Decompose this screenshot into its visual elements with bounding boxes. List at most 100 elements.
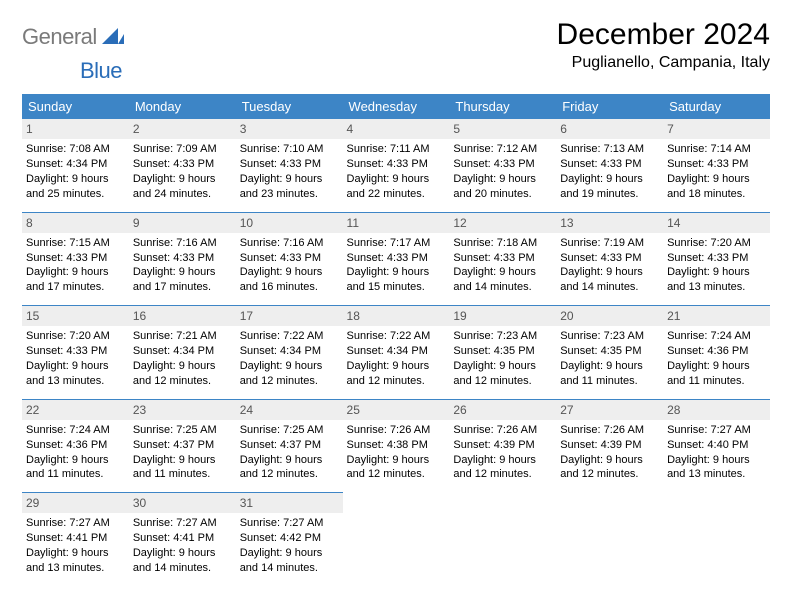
calendar-day: 22Sunrise: 7:24 AMSunset: 4:36 PMDayligh… (22, 399, 129, 493)
sunset-line: Sunset: 4:33 PM (667, 157, 766, 172)
daylight-line: Daylight: 9 hours and 12 minutes. (453, 359, 552, 389)
sunset-line: Sunset: 4:41 PM (133, 531, 232, 546)
sunrise-line: Sunrise: 7:26 AM (453, 423, 552, 438)
daylight-line: Daylight: 9 hours and 15 minutes. (347, 265, 446, 295)
daylight-line: Daylight: 9 hours and 18 minutes. (667, 172, 766, 202)
calendar-day: 29Sunrise: 7:27 AMSunset: 4:41 PMDayligh… (22, 493, 129, 586)
sunset-line: Sunset: 4:41 PM (26, 531, 125, 546)
sunset-line: Sunset: 4:34 PM (26, 157, 125, 172)
daylight-line: Daylight: 9 hours and 12 minutes. (240, 453, 339, 483)
calendar-empty (343, 493, 450, 586)
calendar-week: 1 Sunrise: 7:08 AMSunset: 4:34 PM Daylight… (22, 119, 770, 212)
logo-triangle-icon (102, 26, 124, 49)
sunrise-line: Sunrise: 7:23 AM (453, 329, 552, 344)
daylight-line: Daylight: 9 hours and 22 minutes. (347, 172, 446, 202)
day-number: 28 (663, 400, 770, 420)
day-number: 18 (343, 306, 450, 326)
day-number: 24 (236, 400, 343, 420)
sunrise-line: Sunrise: 7:12 AM (453, 142, 552, 157)
calendar-empty (663, 493, 770, 586)
sunset-line: Sunset: 4:33 PM (240, 251, 339, 266)
day-number: 26 (449, 400, 556, 420)
day-header: Friday (556, 94, 663, 119)
daylight-line: Daylight: 9 hours and 17 minutes. (26, 265, 125, 295)
sunrise-line: Sunrise: 7:27 AM (133, 516, 232, 531)
daylight-line: Daylight: 9 hours and 14 minutes. (560, 265, 659, 295)
calendar-day: 14Sunrise: 7:20 AMSunset: 4:33 PMDayligh… (663, 212, 770, 306)
sunrise-line: Sunrise: 7:26 AM (347, 423, 446, 438)
day-header: Monday (129, 94, 236, 119)
calendar-day: 27Sunrise: 7:26 AMSunset: 4:39 PMDayligh… (556, 399, 663, 493)
sunrise-line: Sunrise: 7:11 AM (347, 142, 446, 157)
calendar-day: 8Sunrise: 7:15 AMSunset: 4:33 PMDaylight… (22, 212, 129, 306)
day-number: 11 (343, 213, 450, 233)
calendar-day: 3Sunrise: 7:10 AMSunset: 4:33 PMDaylight… (236, 119, 343, 212)
sunrise-line: Sunrise: 7:21 AM (133, 329, 232, 344)
calendar-day: 12Sunrise: 7:18 AMSunset: 4:33 PMDayligh… (449, 212, 556, 306)
calendar-day: 13Sunrise: 7:19 AMSunset: 4:33 PMDayligh… (556, 212, 663, 306)
day-number: 2 (129, 119, 236, 139)
day-number: 4 (343, 119, 450, 139)
calendar-week: 22Sunrise: 7:24 AMSunset: 4:36 PMDayligh… (22, 399, 770, 493)
sunrise-line: Sunrise: 7:09 AM (133, 142, 232, 157)
sunrise-line: Sunrise: 7:22 AM (347, 329, 446, 344)
day-number: 5 (449, 119, 556, 139)
day-number: 10 (236, 213, 343, 233)
day-number: 21 (663, 306, 770, 326)
calendar-day: 28Sunrise: 7:27 AMSunset: 4:40 PMDayligh… (663, 399, 770, 493)
location-text: Puglianello, Campania, Italy (557, 54, 770, 72)
calendar-day: 24Sunrise: 7:25 AMSunset: 4:37 PMDayligh… (236, 399, 343, 493)
daylight-line: Daylight: 9 hours and 12 minutes. (347, 453, 446, 483)
day-number: 13 (556, 213, 663, 233)
daylight-line: Daylight: 9 hours and 12 minutes. (133, 359, 232, 389)
day-number: 31 (236, 493, 343, 513)
brand-part2: Blue (80, 58, 122, 83)
day-header: Saturday (663, 94, 770, 119)
sunset-line: Sunset: 4:35 PM (560, 344, 659, 359)
daylight-line: Daylight: 9 hours and 13 minutes. (667, 265, 766, 295)
calendar-empty (449, 493, 556, 586)
calendar-day: 5Sunrise: 7:12 AMSunset: 4:33 PMDaylight… (449, 119, 556, 212)
sunset-line: Sunset: 4:35 PM (453, 344, 552, 359)
sunset-line: Sunset: 4:34 PM (133, 344, 232, 359)
calendar-day: 11Sunrise: 7:17 AMSunset: 4:33 PMDayligh… (343, 212, 450, 306)
sunrise-line: Sunrise: 7:20 AM (26, 329, 125, 344)
calendar-day: 30Sunrise: 7:27 AMSunset: 4:41 PMDayligh… (129, 493, 236, 586)
daylight-line: Daylight: 9 hours and 23 minutes. (240, 172, 339, 202)
daylight-line: Daylight: 9 hours and 17 minutes. (133, 265, 232, 295)
day-number: 29 (22, 493, 129, 513)
sunrise-line: Sunrise: 7:27 AM (240, 516, 339, 531)
sunset-line: Sunset: 4:33 PM (560, 251, 659, 266)
daylight-line: Daylight: 9 hours and 13 minutes. (667, 453, 766, 483)
calendar-week: 15 Sunrise: 7:20 AMSunset: 4:33 PM Dayligh… (22, 306, 770, 400)
sunset-line: Sunset: 4:34 PM (347, 344, 446, 359)
sunrise-line: Sunrise: 7:16 AM (133, 236, 232, 251)
sunrise-line: Sunrise: 7:08 AM (26, 142, 125, 157)
daylight-line: Daylight: 9 hours and 11 minutes. (26, 453, 125, 483)
day-number: 15 (22, 306, 129, 326)
day-header: Thursday (449, 94, 556, 119)
sunset-line: Sunset: 4:36 PM (26, 438, 125, 453)
brand-part1: General (22, 24, 97, 50)
sunset-line: Sunset: 4:33 PM (26, 344, 125, 359)
day-number: 14 (663, 213, 770, 233)
calendar-day: 16Sunrise: 7:21 AMSunset: 4:34 PMDayligh… (129, 306, 236, 400)
sunset-line: Sunset: 4:42 PM (240, 531, 339, 546)
day-number: 22 (22, 400, 129, 420)
sunset-line: Sunset: 4:33 PM (347, 157, 446, 172)
day-number: 1 (22, 119, 129, 139)
title-block: December 2024 Puglianello, Campania, Ita… (557, 18, 770, 72)
calendar-day: 20Sunrise: 7:23 AMSunset: 4:35 PMDayligh… (556, 306, 663, 400)
day-number: 27 (556, 400, 663, 420)
calendar-table: SundayMondayTuesdayWednesdayThursdayFrid… (22, 94, 770, 586)
sunset-line: Sunset: 4:33 PM (667, 251, 766, 266)
daylight-line: Daylight: 9 hours and 20 minutes. (453, 172, 552, 202)
day-number: 9 (129, 213, 236, 233)
day-header: Wednesday (343, 94, 450, 119)
sunrise-line: Sunrise: 7:14 AM (667, 142, 766, 157)
sunset-line: Sunset: 4:33 PM (560, 157, 659, 172)
calendar-day: 19Sunrise: 7:23 AMSunset: 4:35 PMDayligh… (449, 306, 556, 400)
daylight-line: Daylight: 9 hours and 24 minutes. (133, 172, 232, 202)
sunset-line: Sunset: 4:33 PM (240, 157, 339, 172)
sunrise-line: Sunrise: 7:26 AM (560, 423, 659, 438)
